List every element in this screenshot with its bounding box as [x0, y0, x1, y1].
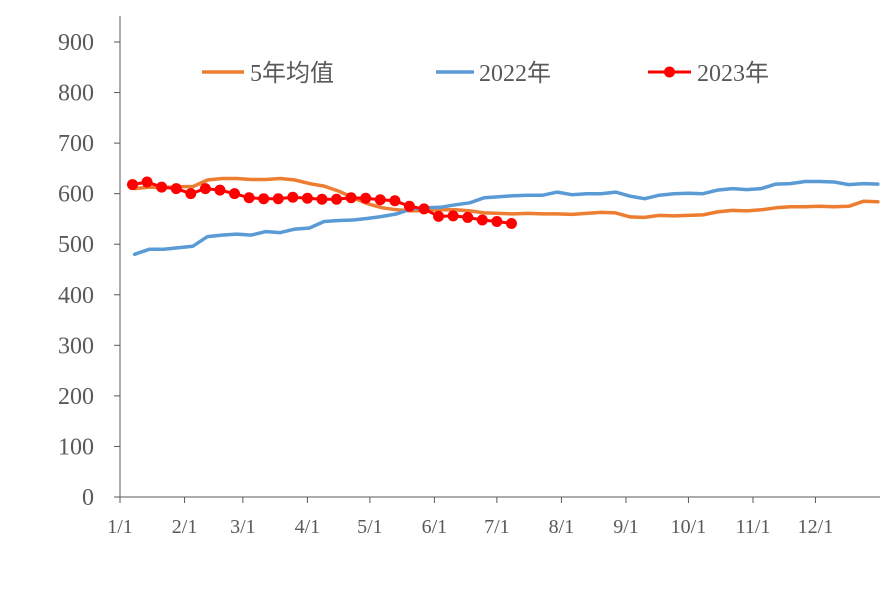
data-point [126, 179, 138, 191]
data-point [258, 193, 270, 205]
data-point [229, 188, 241, 200]
y-tick-label: 600 [58, 182, 94, 208]
x-tick-label: 8/1 [549, 516, 575, 538]
data-point [433, 210, 445, 222]
data-point [170, 183, 182, 195]
data-point [476, 214, 488, 226]
legend-label: 2023年 [697, 60, 769, 87]
data-point [214, 184, 226, 196]
data-point [243, 192, 255, 204]
y-tick-label: 200 [58, 384, 94, 410]
data-point [199, 183, 211, 195]
legend-item: 5年均值 [202, 60, 334, 87]
data-point [447, 210, 459, 222]
series-1 [132, 176, 880, 220]
y-tick-label: 800 [58, 81, 94, 107]
axes: 0 100 200 300 400 500 600 700 800 900 1/1 2/1 3/1 4/… [58, 16, 880, 538]
y-tick-label: 900 [58, 30, 94, 56]
legend-marker [664, 66, 675, 78]
x-tick-label: 11/1 [736, 516, 771, 538]
y-ticks: 0 100 200 300 400 500 600 700 800 900 [58, 30, 120, 511]
data-point [316, 193, 328, 205]
y-tick-label: 500 [58, 232, 94, 258]
data-point [301, 192, 313, 204]
data-point [156, 181, 168, 193]
y-tick-label: 400 [58, 283, 94, 309]
data-point [403, 200, 415, 212]
data-point [185, 188, 197, 200]
series-3 [126, 176, 517, 229]
y-tick-label: 700 [58, 131, 94, 157]
data-point [462, 211, 474, 223]
x-tick-label: 7/1 [484, 516, 510, 538]
series-layer [126, 176, 880, 257]
data-point [141, 176, 153, 188]
data-point [505, 217, 517, 229]
x-tick-label: 10/1 [671, 516, 707, 538]
x-tick-label: 12/1 [798, 516, 834, 538]
data-point [287, 191, 299, 203]
series-2 [132, 179, 880, 257]
data-point [374, 194, 386, 206]
legend-label: 5年均值 [250, 60, 334, 87]
x-tick-label: 9/1 [613, 516, 639, 538]
data-point [360, 192, 372, 204]
y-tick-label: 300 [58, 333, 94, 359]
series-line [132, 176, 880, 220]
x-tick-label: 6/1 [422, 516, 448, 538]
data-point [418, 203, 430, 215]
legend-item: 2023年 [648, 60, 769, 87]
x-tick-label: 5/1 [357, 516, 383, 538]
legend-label: 2022年 [479, 60, 551, 87]
data-point [345, 192, 357, 204]
x-ticks: 1/1 2/1 3/1 4/1 5/1 6/1 7/1 8/1 9/1 10/1 11/1 12/1 [107, 497, 833, 538]
legend-item: 2022年 [436, 60, 551, 87]
x-tick-label: 4/1 [295, 516, 321, 538]
y-tick-label: 0 [82, 485, 94, 511]
y-tick-label: 100 [58, 434, 94, 460]
data-point [491, 215, 503, 227]
data-point [389, 195, 401, 207]
data-point [272, 193, 284, 205]
x-tick-label: 1/1 [107, 516, 133, 538]
series-line [132, 179, 880, 257]
data-point [331, 193, 343, 205]
x-tick-label: 3/1 [230, 516, 256, 538]
legend: 5年均值 2022年 2023年 [202, 60, 769, 87]
x-tick-label: 2/1 [172, 516, 198, 538]
